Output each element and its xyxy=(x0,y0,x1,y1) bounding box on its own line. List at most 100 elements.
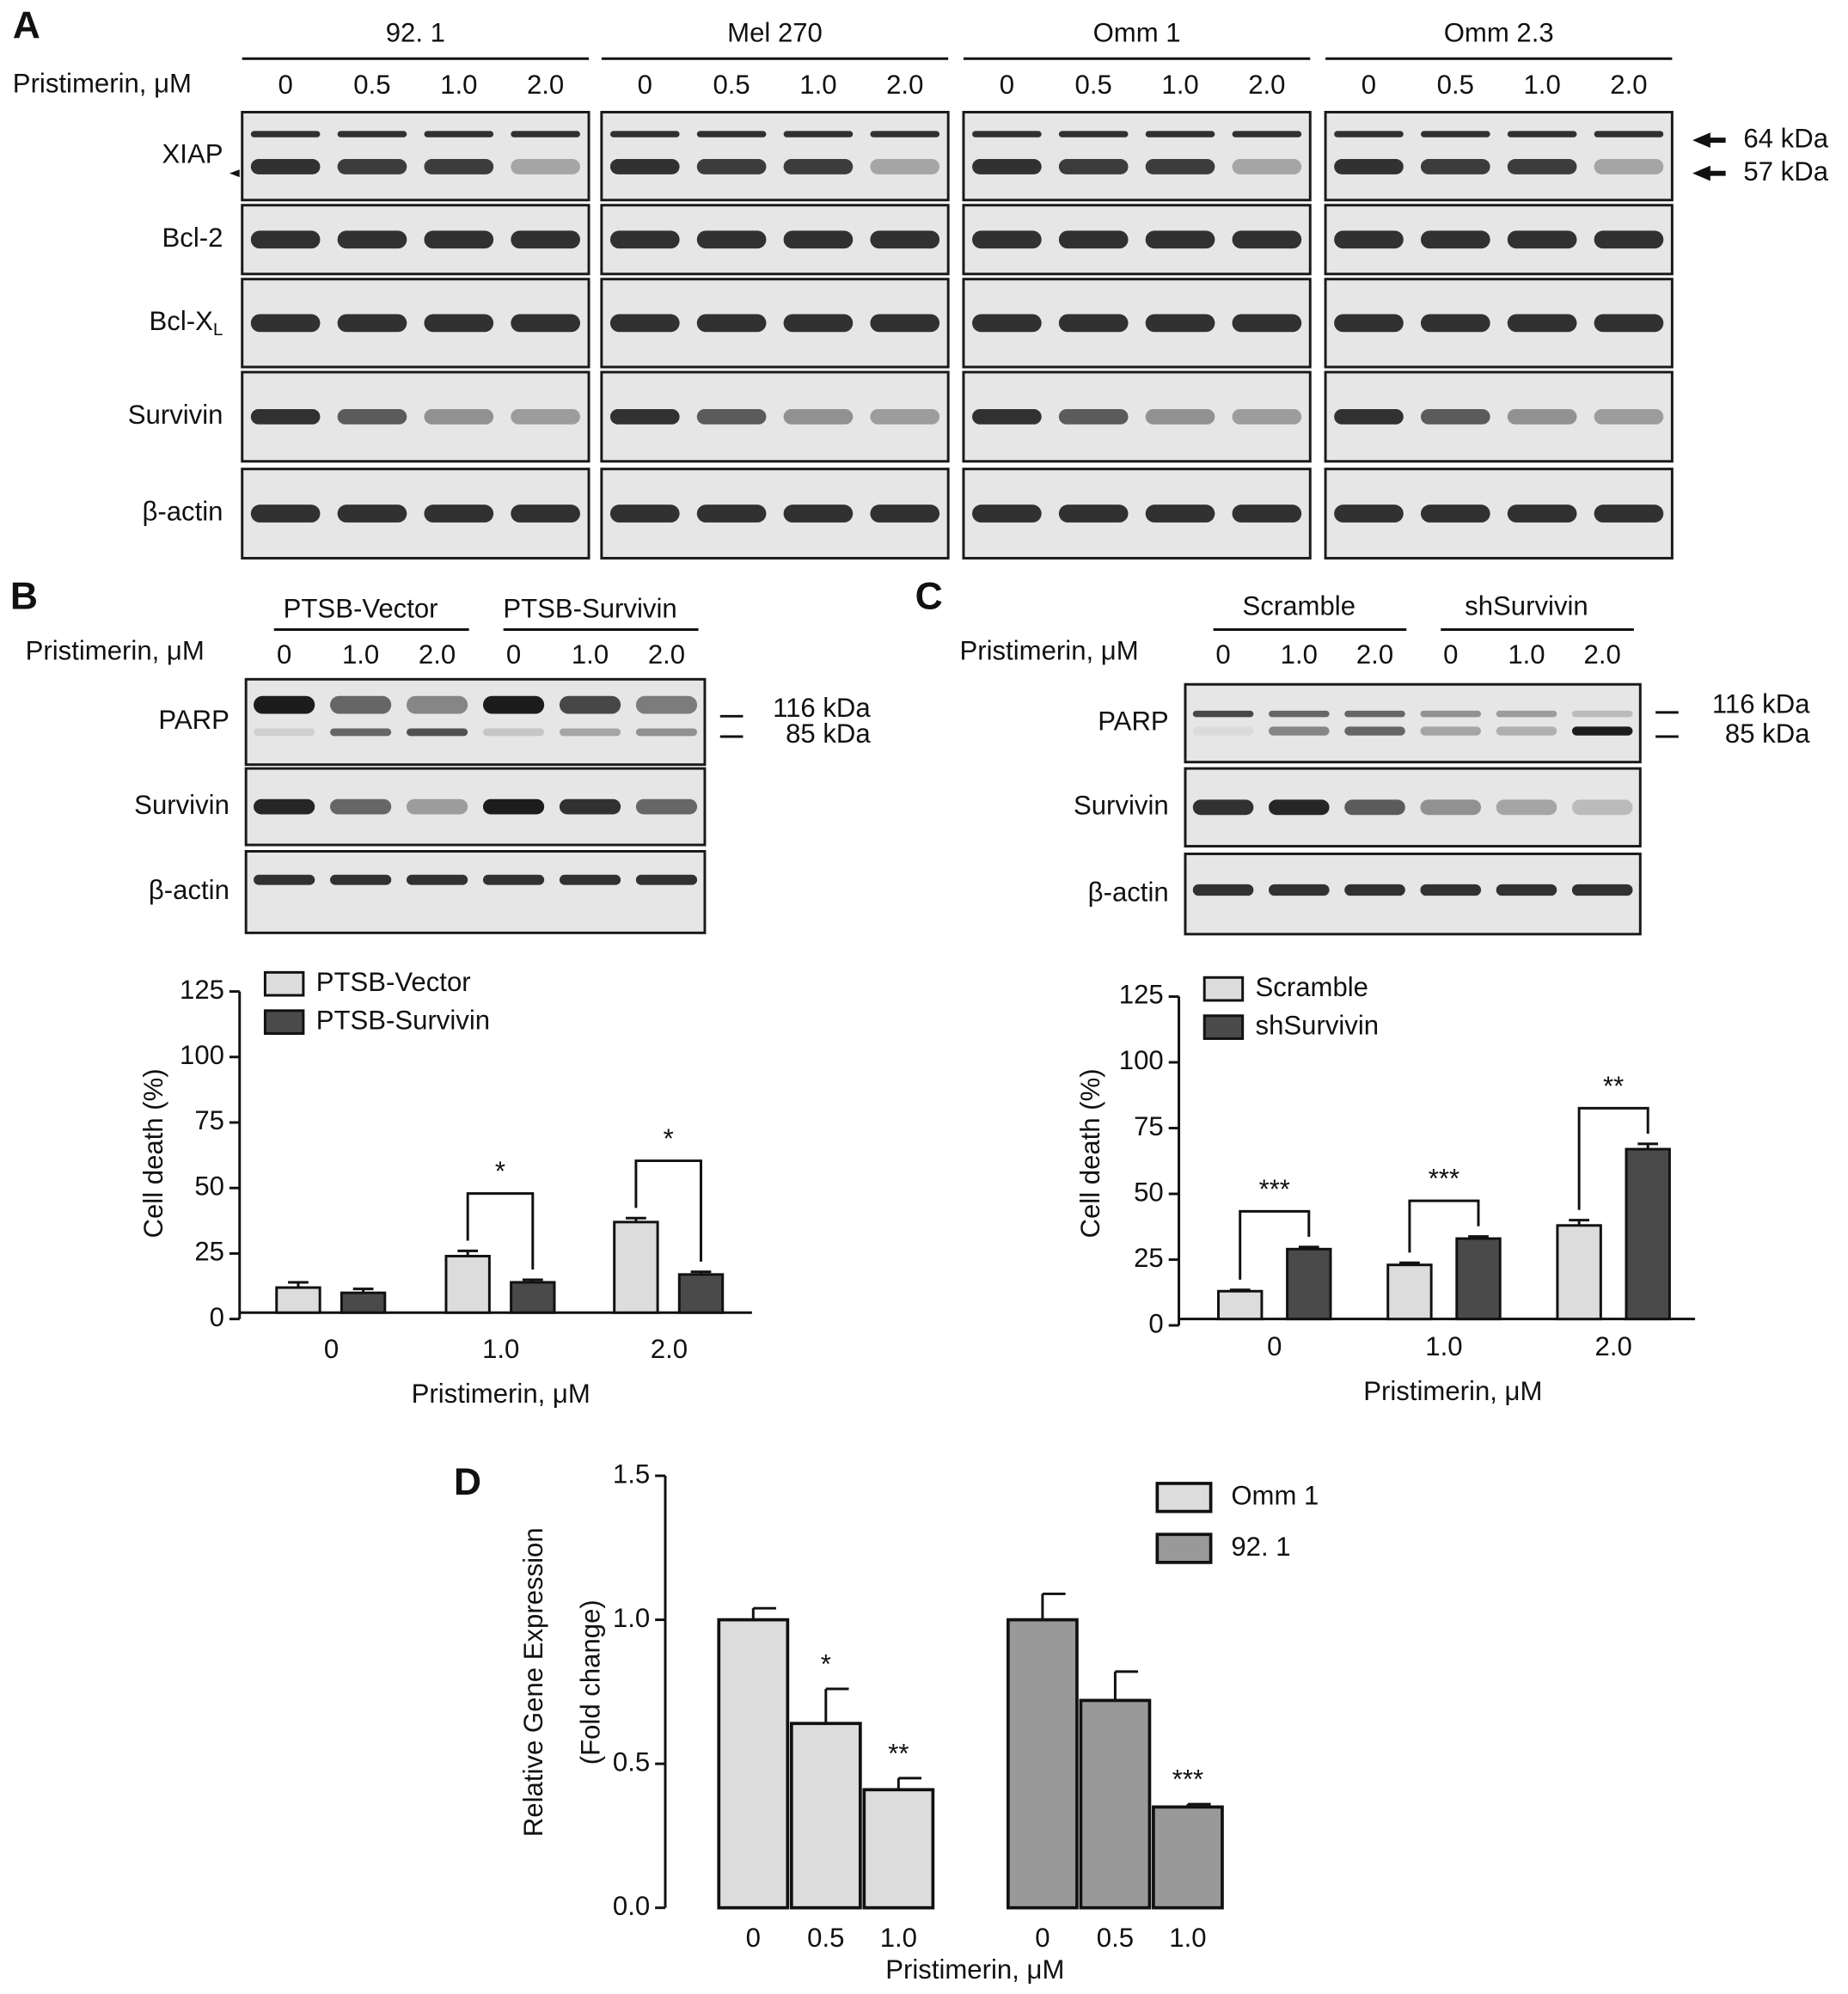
treatment-label: Pristimerin, μM xyxy=(960,635,1139,665)
blot-band xyxy=(1145,230,1215,249)
bar xyxy=(717,1618,790,1910)
blot-band xyxy=(424,505,494,523)
significance-label: ** xyxy=(1603,1071,1624,1101)
dose-label: 2.0 xyxy=(648,639,685,670)
blot-band xyxy=(1145,408,1215,425)
group-label: shSurvivin xyxy=(1465,590,1588,621)
blot-band xyxy=(337,408,407,425)
blot-band xyxy=(1269,884,1330,896)
bar xyxy=(789,1722,862,1910)
legend-label: 92. 1 xyxy=(1231,1532,1290,1562)
blot-band xyxy=(1344,726,1405,736)
y-tick-label: 0 xyxy=(210,1302,224,1332)
blot-band xyxy=(609,408,680,425)
blot-band xyxy=(1334,505,1404,523)
error-bar xyxy=(1186,1802,1211,1807)
blot-band xyxy=(696,314,767,333)
protein-label: Survivin xyxy=(128,400,223,430)
blot-band xyxy=(696,131,767,138)
protein-label: Bcl-2 xyxy=(162,223,223,253)
treatment-label: Pristimerin, μM xyxy=(13,69,192,99)
blot-band xyxy=(1344,884,1405,896)
dose-label: 2.0 xyxy=(1610,70,1647,100)
blot-band xyxy=(1571,884,1633,896)
protein-label: β-actin xyxy=(149,875,229,905)
dose-label: 0 xyxy=(1215,639,1230,670)
blot-band xyxy=(1232,131,1302,138)
bar xyxy=(340,1291,387,1314)
bar xyxy=(677,1273,725,1314)
blot-band xyxy=(783,159,854,174)
blot-band xyxy=(609,314,680,333)
blot-band xyxy=(511,408,580,425)
bar xyxy=(1217,1289,1264,1321)
dose-label: 0 xyxy=(638,70,652,100)
error-bar xyxy=(751,1606,776,1620)
x-tick-label: 0 xyxy=(1035,1923,1049,1953)
blot-band xyxy=(407,728,468,737)
legend-label: Omm 1 xyxy=(1231,1480,1319,1510)
blot-band xyxy=(337,505,407,523)
legend-label: PTSB-Vector xyxy=(316,967,471,997)
x-axis-label: Pristimerin, μM xyxy=(412,1379,591,1409)
blot-band xyxy=(1232,159,1302,174)
blot-band xyxy=(1232,505,1302,523)
y-tick-label: 50 xyxy=(1134,1177,1164,1207)
blot-band xyxy=(559,695,621,714)
marker-label: 116 kDa xyxy=(773,693,871,723)
protein-label: PARP xyxy=(158,705,229,735)
blot-band xyxy=(783,314,854,333)
blot-band xyxy=(1571,726,1633,736)
y-tick-label: 75 xyxy=(194,1105,224,1135)
error-bar xyxy=(1041,1592,1066,1620)
dose-label: 2.0 xyxy=(1584,639,1621,670)
legend-swatch xyxy=(1155,1482,1213,1514)
dose-label: 1.0 xyxy=(440,70,477,100)
x-axis-label: Pristimerin, μM xyxy=(885,1954,1064,1985)
blot-band xyxy=(1594,314,1664,333)
blot-box xyxy=(1184,682,1642,764)
blot-band xyxy=(1232,314,1302,333)
legend-swatch xyxy=(263,1009,305,1036)
blot-band xyxy=(1571,799,1633,816)
blot-band xyxy=(696,505,767,523)
blot-box xyxy=(1184,852,1642,936)
significance-label: *** xyxy=(1429,1164,1459,1194)
blot-band xyxy=(1496,726,1557,736)
blot-band xyxy=(972,314,1042,333)
y-tick-label: 50 xyxy=(194,1171,224,1201)
blot-band xyxy=(1334,408,1404,425)
y-tick-label: 1.0 xyxy=(613,1603,650,1633)
blot-band xyxy=(972,131,1042,138)
blot-box xyxy=(244,767,707,847)
blot-band xyxy=(559,874,621,885)
blot-band xyxy=(972,505,1042,523)
bar xyxy=(510,1281,556,1314)
marker-label: 85 kDa xyxy=(1725,719,1810,749)
significance-label: * xyxy=(495,1156,505,1186)
blot-band xyxy=(1058,230,1129,249)
blot-band xyxy=(870,230,940,249)
significance-bracket xyxy=(466,1192,535,1270)
blot-band xyxy=(1269,726,1330,736)
blot-band xyxy=(783,230,854,249)
blot-band xyxy=(609,505,680,523)
error-bar xyxy=(1298,1245,1319,1250)
bar xyxy=(1152,1805,1224,1910)
blot-band xyxy=(635,728,698,737)
blot-band xyxy=(1507,408,1577,425)
blot-band xyxy=(482,874,545,885)
protein-name: Survivin xyxy=(128,400,223,430)
protein-name: XIAP xyxy=(162,139,223,169)
dose-label: 0 xyxy=(1362,70,1376,100)
panel-label: A xyxy=(13,4,40,46)
blot-band xyxy=(1145,314,1215,333)
legend-swatch xyxy=(263,970,305,997)
x-tick-label: 1.0 xyxy=(880,1923,917,1953)
blot-band xyxy=(424,314,494,333)
blot-band xyxy=(1145,159,1215,174)
legend-label: shSurvivin xyxy=(1256,1010,1380,1040)
blot-band xyxy=(1594,408,1664,425)
dose-label: 0 xyxy=(1000,70,1014,100)
protein-name: Bcl-X xyxy=(150,306,214,336)
